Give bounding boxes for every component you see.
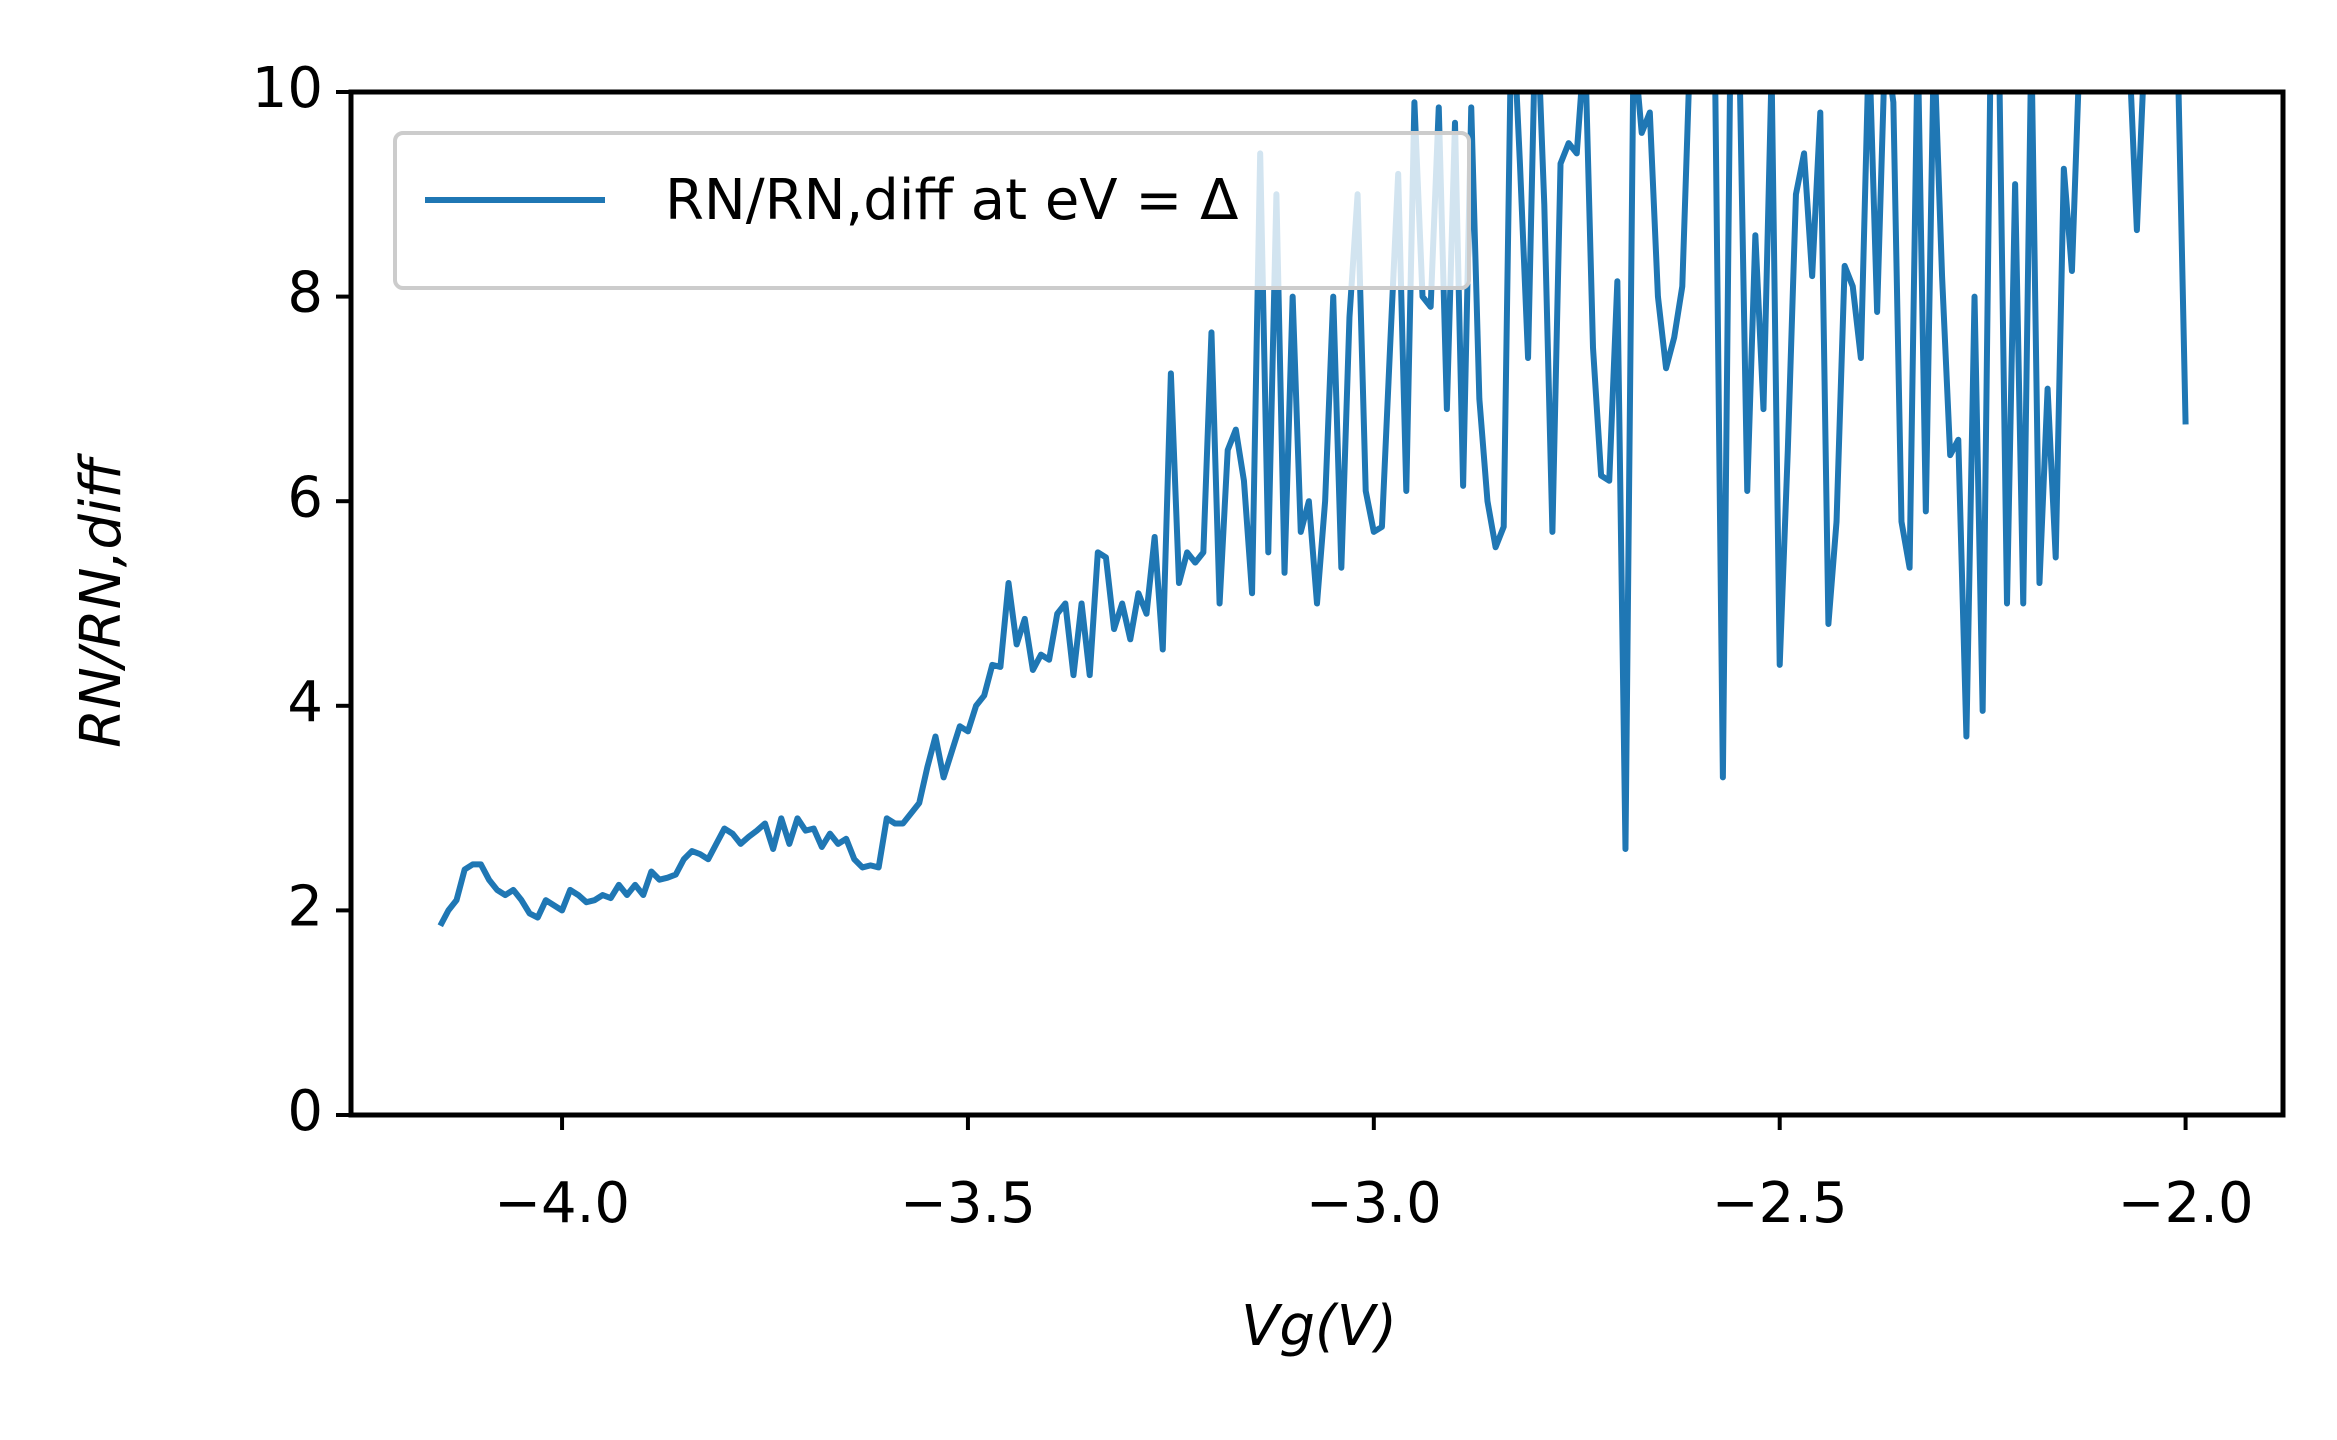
y-tick-label: 2 <box>287 875 323 940</box>
y-tick-label: 8 <box>287 261 323 326</box>
x-axis-label: Vg(V) <box>1241 1294 1397 1359</box>
plot-area <box>437 92 2189 928</box>
x-tick-label: −2.5 <box>1712 1171 1848 1236</box>
x-tick-label: −3.0 <box>1306 1171 1442 1236</box>
y-tick-label: 0 <box>287 1079 323 1144</box>
y-tick-label: 10 <box>252 56 323 121</box>
x-tick-label: −3.5 <box>900 1171 1036 1236</box>
y-axis-label: RN/RN,diff <box>69 453 134 748</box>
legend-box <box>393 131 1471 290</box>
x-tick-label: −4.0 <box>494 1171 630 1236</box>
legend: RN/RN,diff at eV = Δ <box>393 131 1471 290</box>
data-line <box>437 92 2189 928</box>
axes-frame <box>348 89 2286 1118</box>
x-tick-label: −2.0 <box>2118 1171 2254 1236</box>
y-tick-label: 6 <box>287 465 323 530</box>
legend-label: RN/RN,diff at eV = Δ <box>665 168 1238 233</box>
y-tick-label: 4 <box>287 670 323 735</box>
